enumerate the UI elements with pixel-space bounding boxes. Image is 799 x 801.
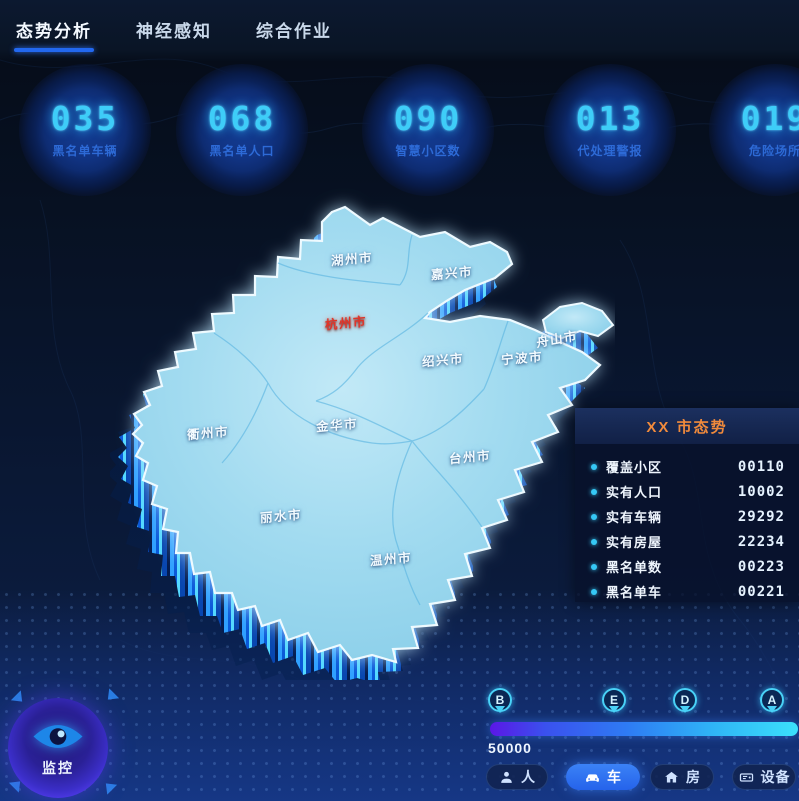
tab-situation-analysis[interactable]: 态势分析: [10, 11, 98, 52]
person-icon: [501, 771, 512, 783]
stat-value: 013: [575, 98, 645, 138]
marker-letter: D: [680, 693, 690, 707]
monitor-button[interactable]: 监控: [8, 698, 108, 798]
panel-row-blacklist-count: 黑名单数 00223: [591, 554, 785, 579]
row-value: 00221: [737, 583, 785, 600]
bottom-tab-equipment[interactable]: 设备: [732, 764, 796, 790]
panel-row-actual-houses: 实有房屋 22234: [591, 529, 785, 554]
row-label: 黑名单数: [606, 560, 663, 575]
panel-row-actual-vehicles: 实有车辆 29292: [591, 504, 785, 529]
city-label-quzhou[interactable]: 衢州市: [186, 424, 230, 443]
bullet-dot: [591, 563, 597, 570]
bottom-tab-vehicle[interactable]: 车: [566, 764, 640, 790]
city-label-wenzhou[interactable]: 温州市: [369, 550, 413, 569]
timeline-marker-e[interactable]: E: [602, 688, 626, 712]
row-label: 覆盖小区: [606, 460, 663, 475]
row-label: 实有房屋: [606, 535, 663, 550]
row-label: 实有人口: [606, 485, 663, 500]
bullet-dot: [591, 463, 597, 470]
stat-value: 068: [207, 98, 277, 138]
bottom-tab-person[interactable]: 人: [486, 764, 548, 790]
house-icon: [665, 771, 678, 782]
stat-label: 代处理警报: [577, 143, 643, 158]
stat-label: 智慧小区数: [395, 143, 461, 158]
tab-label: 态势分析: [16, 21, 92, 41]
zhejiang-map[interactable]: [110, 185, 615, 680]
city-borders: [213, 234, 509, 606]
bottom-tab-label: 车: [607, 769, 622, 785]
timeline-slider[interactable]: [490, 722, 798, 736]
stat-pending-alarms[interactable]: 013 代处理警报: [544, 64, 676, 196]
tab-label: 神经感知: [136, 21, 212, 41]
timeline-marker-a[interactable]: A: [760, 688, 784, 712]
stat-dangerous-places[interactable]: 019 危险场所: [709, 64, 799, 196]
row-value: 29292: [737, 508, 785, 525]
marker-letter: E: [609, 693, 618, 707]
city-label-shaoxing[interactable]: 绍兴市: [421, 351, 465, 370]
bottom-tab-label: 人: [521, 769, 536, 785]
row-label: 黑名单车: [606, 585, 663, 600]
tab-comprehensive-operations[interactable]: 综合作业: [250, 11, 338, 52]
device-icon: [739, 772, 753, 782]
row-value: 22234: [737, 533, 785, 550]
row-value: 00223: [737, 558, 785, 575]
stat-value: 090: [393, 98, 463, 138]
marker-letter: B: [495, 693, 505, 707]
city-situation-panel: XX 市态势 覆盖小区 00110 实有人口 10002 实有车辆 29292 …: [575, 408, 799, 602]
panel-row-covered-communities: 覆盖小区 00110: [591, 454, 785, 479]
stat-label: 黑名单车辆: [52, 143, 118, 158]
eye-icon: [33, 724, 83, 748]
bottom-tab-label: 设备: [760, 769, 791, 785]
stat-blacklist-vehicles[interactable]: 035 黑名单车辆: [19, 64, 151, 196]
bullet-dot: [591, 588, 597, 595]
bottom-tab-house[interactable]: 房: [650, 764, 714, 790]
panel-title: XX 市态势: [646, 418, 728, 436]
city-label-jiaxing[interactable]: 嘉兴市: [430, 264, 474, 283]
panel-row-blacklist-vehicles: 黑名单车 00221: [591, 579, 785, 604]
active-tab-underline: [14, 48, 94, 52]
panel-rows: 覆盖小区 00110 实有人口 10002 实有车辆 29292 实有房屋 22…: [575, 444, 799, 610]
bullet-dot: [591, 488, 597, 495]
marker-letter: A: [767, 693, 777, 707]
bullet-dot: [591, 538, 597, 545]
car-icon: [586, 773, 599, 782]
timeline-marker-d[interactable]: D: [673, 688, 697, 712]
tab-neural-perception[interactable]: 神经感知: [130, 11, 218, 52]
bullet-dot: [591, 513, 597, 520]
timeline-marker-b[interactable]: B: [488, 688, 512, 712]
city-label-hangzhou[interactable]: 杭州市: [324, 314, 368, 333]
monitor-label: 监控: [42, 759, 74, 776]
row-label: 实有车辆: [606, 510, 663, 525]
city-label-lishui[interactable]: 丽水市: [259, 507, 303, 526]
city-label-taizhou[interactable]: 台州市: [448, 448, 492, 467]
row-value: 10002: [737, 483, 785, 500]
stat-value: 019: [740, 98, 799, 138]
stat-blacklist-population[interactable]: 068 黑名单人口: [176, 64, 308, 196]
panel-header: XX 市态势: [575, 408, 799, 444]
slider-value-label: 50000: [488, 740, 532, 756]
panel-row-actual-population: 实有人口 10002: [591, 479, 785, 504]
stat-label: 黑名单人口: [209, 143, 275, 158]
stat-value: 035: [50, 98, 120, 138]
tab-label: 综合作业: [256, 21, 332, 41]
top-nav: 态势分析 神经感知 综合作业: [0, 0, 799, 62]
stat-smart-communities[interactable]: 090 智慧小区数: [362, 64, 494, 196]
bottom-tab-label: 房: [686, 769, 701, 785]
city-label-huzhou[interactable]: 湖州市: [330, 250, 374, 269]
city-label-jinhua[interactable]: 金华市: [315, 416, 359, 435]
row-value: 00110: [737, 458, 785, 475]
stat-label: 危险场所: [748, 143, 799, 158]
